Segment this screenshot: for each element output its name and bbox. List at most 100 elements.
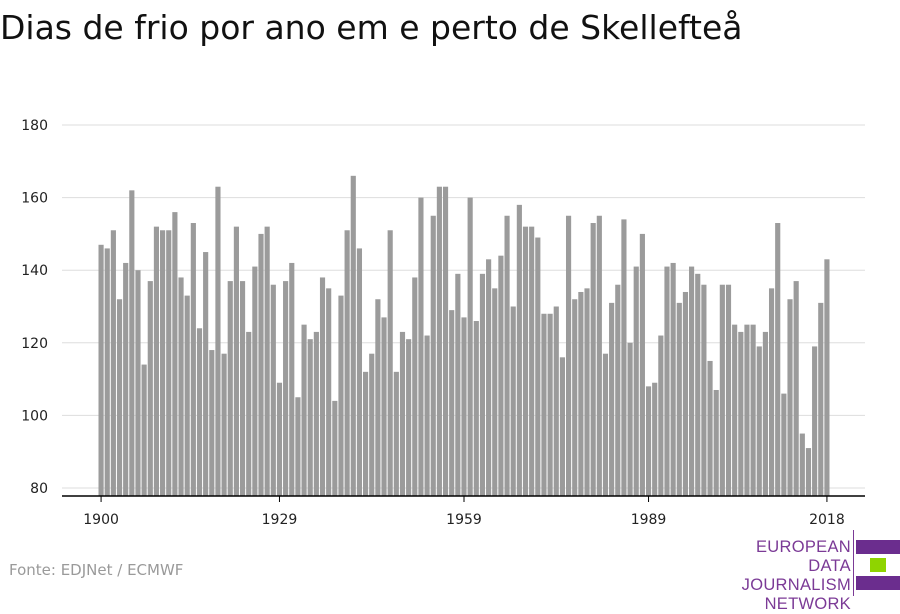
bar-2010 <box>775 223 781 496</box>
bar-1959 <box>461 317 467 496</box>
bar-1933 <box>301 324 307 496</box>
bar-1979 <box>584 288 590 496</box>
bar-1943 <box>363 371 369 496</box>
bar-1935 <box>313 331 319 496</box>
bar-1976 <box>565 215 572 496</box>
bar-2005 <box>744 324 750 496</box>
bar-1934 <box>307 339 313 496</box>
bar-1918 <box>209 350 215 496</box>
bar-1999 <box>707 360 713 496</box>
logo-line-2: DATA JOURNALISM <box>741 557 851 594</box>
bar-1975 <box>559 357 565 496</box>
bar-2011 <box>781 393 787 496</box>
bar-1997 <box>695 273 701 496</box>
logo-bar-green <box>870 558 886 572</box>
bar-1950 <box>406 339 412 496</box>
bar-1914 <box>184 295 190 496</box>
bar-1930 <box>283 281 289 496</box>
bar-2012 <box>787 299 793 496</box>
bar-1944 <box>369 353 375 496</box>
bar-1970 <box>529 226 535 496</box>
bar-1963 <box>486 259 492 496</box>
bar-1996 <box>689 266 695 496</box>
bar-1949 <box>399 331 406 496</box>
bar-1936 <box>319 277 326 496</box>
bar-1910 <box>160 230 166 496</box>
bar-2017 <box>818 302 824 496</box>
bar-1945 <box>375 299 381 496</box>
bar-1960 <box>467 197 473 496</box>
bar-1953 <box>424 335 430 496</box>
bar-2008 <box>762 331 768 496</box>
bar-1965 <box>498 255 504 496</box>
y-tick-label: 140 <box>21 263 48 279</box>
bar-1928 <box>270 284 276 496</box>
bar-1983 <box>609 302 615 496</box>
bar-2007 <box>756 346 762 496</box>
bar-1921 <box>227 281 233 496</box>
bar-1969 <box>522 226 529 496</box>
bar-1942 <box>356 248 363 496</box>
bar-1993 <box>670 262 676 496</box>
bar-2006 <box>750 324 756 496</box>
bar-2013 <box>793 281 799 496</box>
bar-1908 <box>147 281 153 496</box>
bar-2014 <box>799 433 805 496</box>
bar-2002 <box>725 284 732 496</box>
bar-1916 <box>196 328 203 496</box>
bar-1990 <box>652 382 658 496</box>
bar-1906 <box>135 270 141 496</box>
edjnet-logo: EUROPEAN DATA JOURNALISM NETWORK <box>700 530 900 613</box>
bar-1939 <box>338 295 344 496</box>
bar-1912 <box>172 212 178 496</box>
bar-1957 <box>449 310 455 496</box>
bar-1920 <box>221 353 227 496</box>
bar-1904 <box>123 262 129 496</box>
x-tick-label: 1989 <box>631 512 667 528</box>
bar-1966 <box>504 215 510 496</box>
bar-1902 <box>110 230 116 496</box>
bar-1958 <box>455 273 461 496</box>
bar-1971 <box>535 237 541 496</box>
bar-1961 <box>473 321 479 496</box>
bar-1909 <box>153 226 160 496</box>
bar-1937 <box>326 288 332 496</box>
bar-1948 <box>393 371 399 496</box>
y-tick-label: 180 <box>21 118 48 134</box>
bar-1972 <box>541 313 547 496</box>
bar-1929 <box>276 382 283 496</box>
logo-bar-purple-top <box>856 540 900 554</box>
bar-1940 <box>344 230 350 496</box>
bar-1980 <box>590 223 596 496</box>
bar-1987 <box>633 266 639 496</box>
logo-wordmark: EUROPEAN DATA JOURNALISM NETWORK <box>700 538 851 614</box>
bar-1903 <box>116 299 123 496</box>
bar-1931 <box>289 262 295 496</box>
bar-1995 <box>682 291 689 496</box>
bar-2001 <box>719 284 725 496</box>
bar-1938 <box>332 400 338 496</box>
x-axis: 1900 1929 1959 1989 2018 <box>62 495 865 528</box>
bar-1952 <box>418 197 424 496</box>
x-tick-label: 1929 <box>262 512 298 528</box>
bar-1986 <box>627 342 633 496</box>
bar-1988 <box>639 233 645 496</box>
bar-1919 <box>215 186 221 496</box>
bar-1994 <box>676 302 682 496</box>
bar-1951 <box>412 277 418 496</box>
bar-1900 <box>98 244 104 496</box>
bar-1977 <box>572 299 578 496</box>
bar-1917 <box>203 252 209 496</box>
logo-line-3: NETWORK <box>764 595 851 613</box>
bar-1905 <box>129 190 135 496</box>
bar-2018 <box>824 259 830 496</box>
bar-1956 <box>442 186 449 496</box>
logo-line-1: EUROPEAN <box>755 538 851 556</box>
bar-1911 <box>166 230 172 496</box>
x-tick-label: 1900 <box>83 512 119 528</box>
bar-1955 <box>436 186 442 496</box>
bar-1984 <box>615 284 621 496</box>
bar-1973 <box>547 313 553 496</box>
bar-1954 <box>430 215 436 496</box>
bar-1923 <box>239 281 246 496</box>
